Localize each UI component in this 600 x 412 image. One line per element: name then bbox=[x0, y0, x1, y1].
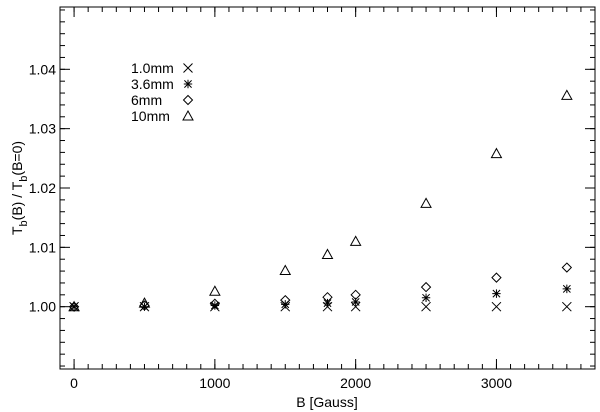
y-tick-label: 1.03 bbox=[29, 121, 56, 137]
legend-marker bbox=[183, 79, 193, 89]
data-point bbox=[421, 301, 431, 312]
legend-label: 3.6mm bbox=[131, 76, 174, 92]
legend-label: 1.0mm bbox=[131, 60, 174, 76]
data-point bbox=[280, 294, 291, 306]
y-tick-label: 1.02 bbox=[29, 180, 56, 196]
data-point bbox=[561, 262, 573, 273]
data-point bbox=[560, 89, 573, 100]
data-point bbox=[349, 235, 362, 246]
data-point bbox=[562, 284, 572, 294]
data-point bbox=[491, 272, 502, 283]
data-point bbox=[138, 297, 151, 308]
legend-label: 10mm bbox=[131, 108, 170, 124]
data-point bbox=[421, 293, 431, 302]
tick-labels: 0 1000 2000 3000 1.00 1.01 1.02 1.03 1.04 bbox=[29, 61, 512, 391]
data-point bbox=[420, 281, 432, 293]
legend-marker bbox=[183, 63, 193, 73]
legend-marker bbox=[182, 94, 194, 106]
axis-ticks bbox=[59, 7, 596, 369]
data-point bbox=[323, 298, 332, 308]
y-axis-label: Tb(B) / Tb(B=0) bbox=[9, 141, 30, 235]
x-tick-label: 0 bbox=[70, 375, 78, 391]
data-point bbox=[350, 301, 361, 312]
data-series bbox=[68, 89, 573, 312]
data-point bbox=[68, 301, 80, 312]
data-point bbox=[209, 285, 221, 296]
x-tick-label: 1000 bbox=[199, 375, 230, 391]
data-point bbox=[210, 301, 220, 310]
data-point bbox=[350, 289, 361, 301]
x-tick-label: 2000 bbox=[340, 375, 371, 391]
x-tick-label: 3000 bbox=[481, 375, 512, 391]
x-axis-label: B [Gauss] bbox=[296, 394, 357, 410]
data-point bbox=[321, 248, 334, 259]
series-10mm bbox=[68, 89, 573, 312]
legend-marker bbox=[182, 109, 194, 121]
legend-label: 6mm bbox=[131, 92, 162, 108]
data-point bbox=[351, 297, 360, 307]
y-tick-label: 1.01 bbox=[29, 239, 56, 255]
data-point bbox=[491, 301, 502, 312]
data-point bbox=[279, 264, 292, 275]
data-point bbox=[561, 301, 572, 312]
y-tick-label: 1.00 bbox=[29, 299, 56, 315]
data-point bbox=[322, 291, 333, 303]
data-point bbox=[490, 147, 503, 159]
data-point bbox=[69, 302, 79, 311]
data-point bbox=[209, 298, 221, 309]
data-point bbox=[68, 300, 80, 312]
data-point bbox=[492, 289, 501, 298]
data-point bbox=[420, 197, 432, 208]
y-tick-label: 1.04 bbox=[29, 61, 56, 77]
